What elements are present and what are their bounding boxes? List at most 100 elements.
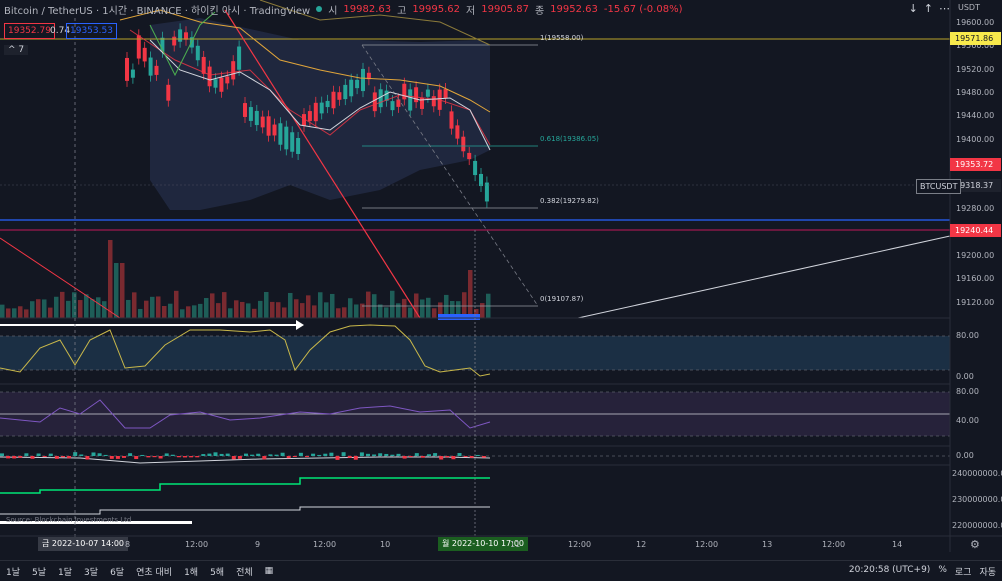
trendline-red-left[interactable] [0, 237, 121, 319]
volume-bar [294, 299, 299, 318]
date-range-icon[interactable]: ▦ [264, 566, 274, 576]
volume-bar [162, 305, 167, 318]
candle [130, 69, 135, 78]
obv-axis-2: 230000000.00 [952, 495, 1002, 504]
timeframe-1m[interactable]: 1달 [58, 567, 73, 578]
bottom-toolbar: 1날 5날 1달 3달 6달 연초 대비 1해 5해 전체 ▦ 20:20:58… [0, 560, 1002, 581]
ohlc-close: 19952.63 [550, 3, 598, 15]
osc-bar [335, 456, 340, 460]
auto-toggle[interactable]: 자동 [979, 567, 996, 578]
timeframe-ytd[interactable]: 연초 대비 [136, 567, 173, 578]
symbol-title[interactable]: Bitcoin / TetherUS · 1시간 · BINANCE · 하이킨… [4, 5, 311, 17]
ohlc-low-label: 저 [466, 5, 476, 17]
fib-trend-line[interactable] [361, 44, 539, 307]
osc-bar [244, 453, 248, 456]
osc-bar [305, 456, 309, 458]
osc-bar [250, 454, 255, 456]
volume-bar [390, 290, 395, 318]
osc-bar [359, 452, 364, 456]
trendline-red-down[interactable] [224, 9, 421, 319]
log-toggle[interactable]: 로그 [954, 567, 972, 578]
bid-price-box[interactable]: 19352.79 [4, 23, 55, 39]
timeframe-5y[interactable]: 5해 [210, 567, 225, 578]
candle [449, 111, 454, 129]
candle [420, 97, 424, 109]
osc-bar [445, 456, 450, 458]
price-axis-label: 19160.00 [956, 274, 995, 284]
osc-bar [30, 456, 35, 459]
timeframe-5d[interactable]: 5날 [32, 567, 47, 578]
obv-line [0, 477, 490, 494]
candle [479, 173, 483, 187]
ma-orange [119, 9, 491, 113]
price-tag-red-low: 19240.44 [950, 224, 1001, 237]
volume-bar [96, 297, 101, 318]
stoch-band [0, 336, 950, 370]
ohlc-open: 19982.63 [343, 3, 392, 15]
indicators-collapse-button[interactable]: ^ 7 [4, 45, 29, 55]
osc-bar [103, 454, 108, 456]
clock[interactable]: 20:20:58 (UTC+9) [848, 564, 931, 575]
candle [366, 72, 371, 80]
candle [343, 84, 348, 100]
osc-bar [152, 456, 157, 458]
volume-bar [42, 299, 47, 318]
osc-bar [189, 456, 194, 458]
candle [396, 99, 401, 107]
candle [125, 57, 129, 81]
osc-bar [195, 456, 200, 458]
volume-bar [474, 308, 479, 318]
time-axis-label: 13 [762, 540, 773, 549]
more-icon[interactable]: ⋯ [939, 2, 950, 15]
candle [260, 116, 265, 128]
volume-bar [108, 240, 113, 318]
osc-bar [170, 454, 175, 456]
osc-bar [48, 453, 53, 456]
timeframe-6m[interactable]: 6달 [110, 567, 125, 578]
volume-bar [18, 306, 23, 318]
volume-bar [36, 299, 41, 318]
volume-bar [246, 303, 251, 318]
candle [160, 37, 165, 52]
zigzag-green [149, 11, 216, 77]
arrow-up-icon[interactable]: ↑ [923, 2, 933, 15]
obv-axis-3: 220000000.00 [952, 521, 1002, 530]
osc-bar [231, 456, 236, 460]
price-tag-last: 19318.37 [950, 179, 1001, 192]
arrow-down-icon[interactable]: ↓ [908, 2, 918, 15]
currency-label[interactable]: USDT [958, 3, 980, 12]
candle [414, 87, 419, 103]
osc-bar [451, 456, 456, 460]
candle [136, 35, 141, 59]
timeframe-1y[interactable]: 1해 [184, 567, 199, 578]
volume-bar [222, 292, 227, 318]
volume-bar [72, 292, 77, 318]
trendline-white[interactable] [577, 235, 951, 319]
fib-label-0382: 0.382(19279.82) [540, 197, 599, 205]
osc-bar [109, 456, 114, 459]
candle [484, 182, 489, 202]
ohlc-low: 19905.87 [481, 3, 529, 15]
alert-marker[interactable] [438, 314, 480, 320]
watermark-bar [0, 521, 192, 524]
timeframe-1d[interactable]: 1날 [6, 567, 21, 578]
percent-toggle[interactable]: % [938, 564, 947, 575]
osc-bar [402, 456, 407, 459]
settings-gear-icon[interactable]: ⚙ [970, 538, 980, 551]
osc-bar [79, 454, 84, 456]
ohlc-high: 19995.62 [412, 3, 461, 15]
volume-bar [66, 300, 71, 318]
price-axis-label: 19120.00 [956, 297, 995, 307]
ask-price-box[interactable]: 19353.53 [66, 23, 117, 39]
volume-bar [450, 301, 455, 318]
osc-bar [353, 456, 358, 460]
timeframe-3m[interactable]: 3달 [84, 567, 99, 578]
osc-bar [18, 456, 23, 458]
osc-bar [61, 456, 65, 458]
timeframe-all[interactable]: 전체 [236, 567, 253, 578]
osc-bar [158, 456, 163, 459]
candle [278, 123, 283, 145]
price-axis-label: 19480.00 [956, 87, 995, 97]
candle [254, 110, 259, 126]
